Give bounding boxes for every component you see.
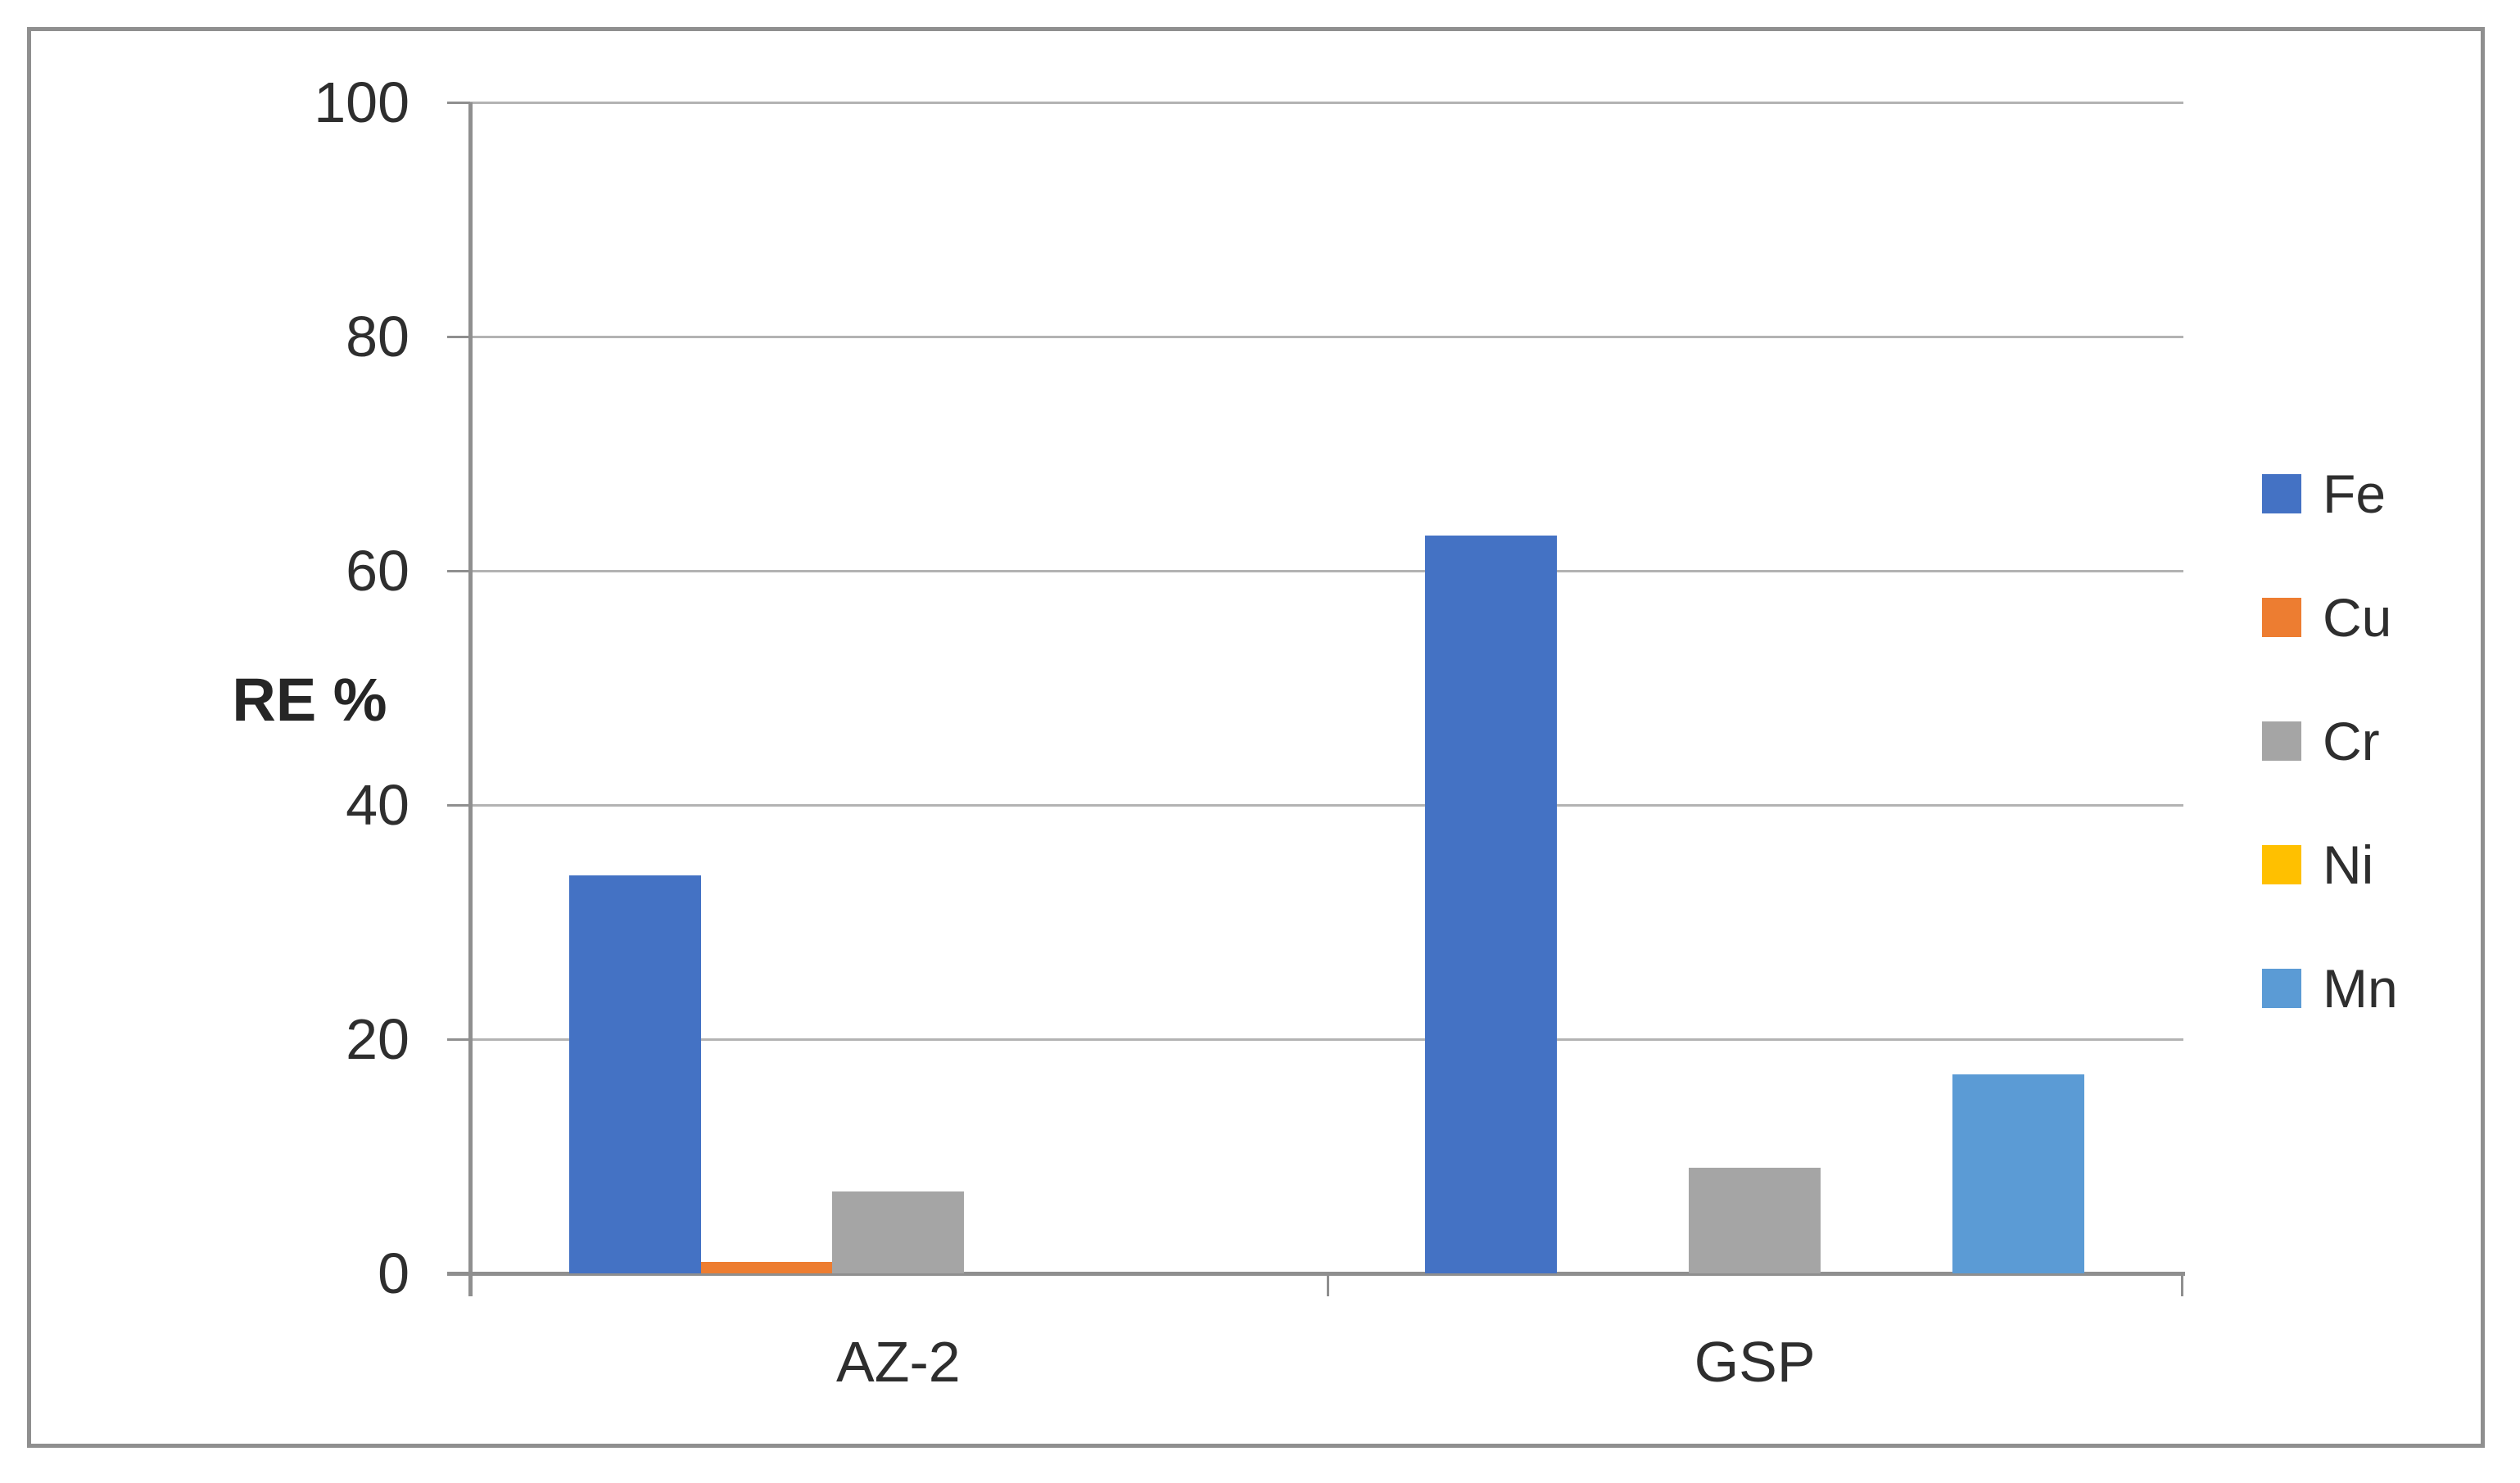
y-tick-60: [447, 569, 470, 572]
legend-item-mn: Mn: [2262, 958, 2398, 1019]
y-tick-label-100: 100: [314, 70, 409, 134]
gridline-40: [470, 803, 2183, 807]
y-axis-line: [468, 102, 473, 1296]
gridline-100: [470, 101, 2183, 104]
legend-label-cu: Cu: [2323, 587, 2392, 648]
y-axis-title: RE %: [232, 666, 387, 734]
y-tick-20: [447, 1038, 470, 1041]
y-tick-40: [447, 803, 470, 807]
legend-color-swatch-ni: [2262, 845, 2301, 884]
x-axis-line: [447, 1271, 2185, 1276]
legend-item-fe: Fe: [2262, 463, 2387, 524]
gridline-80: [470, 335, 2183, 338]
gridline-20: [470, 1038, 2183, 1041]
bar-fe-az-2: [568, 875, 701, 1273]
gridline-60: [470, 569, 2183, 572]
y-tick-80: [447, 335, 470, 338]
x-axis-tick-1: [1326, 1273, 1329, 1296]
y-tick-label-20: 20: [346, 1007, 409, 1071]
bar-cu-az-2: [700, 1261, 833, 1273]
x-axis-tick-end: [2180, 1273, 2183, 1296]
y-tick-label-0: 0: [378, 1241, 409, 1305]
legend-item-cu: Cu: [2262, 587, 2392, 648]
bar-fe-gsp: [1425, 536, 1558, 1273]
bar-cr-az-2: [832, 1191, 965, 1273]
legend-label-cr: Cr: [2323, 711, 2380, 771]
legend-label-fe: Fe: [2323, 463, 2387, 524]
bar-cr-gsp: [1689, 1168, 1821, 1273]
x-axis-tick-0: [470, 1273, 473, 1296]
legend-color-swatch-mn: [2262, 969, 2301, 1008]
y-tick-label-60: 60: [346, 539, 409, 603]
legend-color-swatch-fe: [2262, 474, 2301, 513]
legend-item-ni: Ni: [2262, 834, 2374, 895]
y-tick-100: [447, 101, 470, 104]
y-tick-label-40: 40: [346, 773, 409, 837]
legend-label-ni: Ni: [2323, 834, 2374, 895]
bar-mn-gsp: [1952, 1074, 2084, 1273]
legend-item-cr: Cr: [2262, 711, 2380, 771]
x-category-label-az-2: AZ-2: [836, 1330, 961, 1394]
y-tick-label-80: 80: [346, 305, 409, 368]
legend-color-swatch-cu: [2262, 598, 2301, 637]
x-category-label-gsp: GSP: [1694, 1330, 1816, 1394]
legend-label-mn: Mn: [2323, 958, 2398, 1019]
legend-color-swatch-cr: [2262, 721, 2301, 761]
